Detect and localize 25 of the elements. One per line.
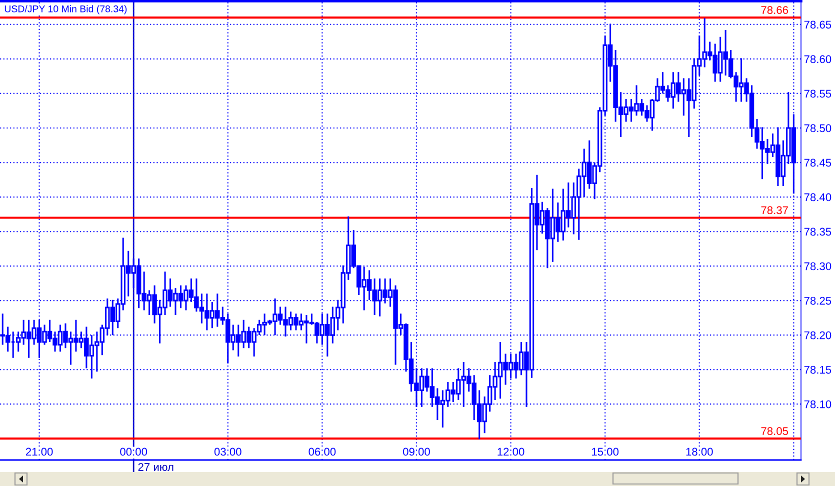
y-tick-label: 78.20 [804,331,832,340]
ref-line-label: 78.05 [761,427,788,436]
x-tick-label: 15:00 [592,448,619,456]
ref-line-label: 27 июл [138,463,174,471]
y-tick-label: 78.40 [804,193,832,202]
y-tick-label: 78.30 [804,262,832,270]
ref-line-label: 78.37 [761,206,788,214]
y-tick-label: 78.50 [804,124,832,132]
y-tick-label: 78.25 [804,296,832,305]
x-tick-label: 00:00 [120,448,148,456]
ref-line-label: 78.66 [761,6,788,14]
x-tick-label: 21:00 [26,448,53,456]
x-tick-label: 18:00 [686,448,713,456]
y-tick-label: 78.15 [804,366,832,374]
y-tick-label: 78.35 [804,228,832,236]
x-tick-label: 09:00 [403,448,430,456]
x-tick-label: 12:00 [498,448,524,456]
y-tick-label: 78.55 [804,90,832,98]
y-tick-label: 78.45 [804,158,832,167]
y-tick-label: 78.60 [804,55,832,64]
x-tick-label: 03:00 [214,448,242,456]
y-tick-label: 78.65 [804,20,832,29]
y-tick-label: 78.10 [804,400,832,408]
x-tick-label: 06:00 [308,448,336,456]
chart-title: USD/JPY 10 Min Bid (78.34) [4,5,127,14]
